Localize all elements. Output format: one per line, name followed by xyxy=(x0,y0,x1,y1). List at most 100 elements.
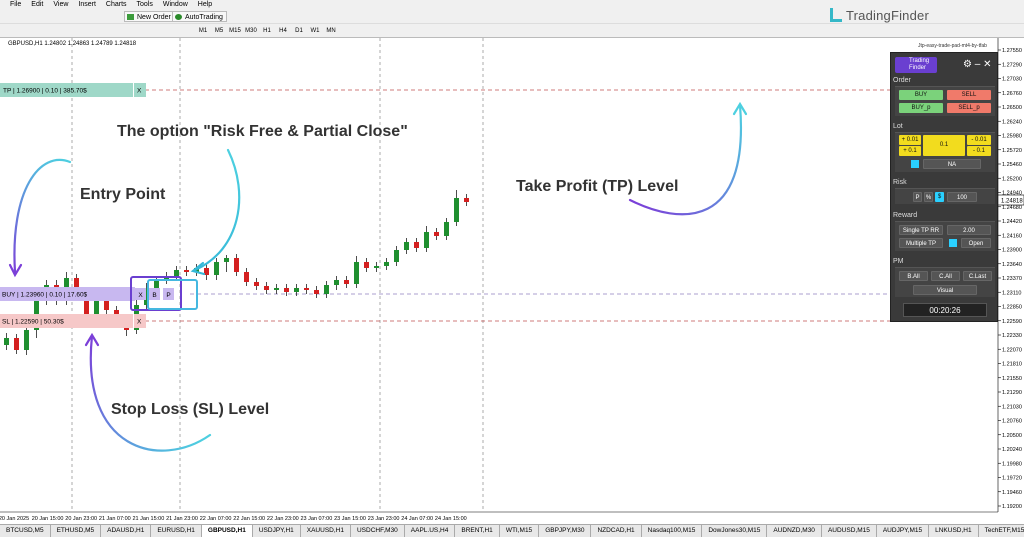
price-label: 1.21030 xyxy=(1002,404,1022,410)
chart-tab[interactable]: TechETF,M15 xyxy=(979,525,1024,537)
checkbox[interactable] xyxy=(911,160,919,168)
menu-item[interactable]: Tools xyxy=(136,1,153,8)
chart-tab[interactable]: WTI,M15 xyxy=(500,525,540,537)
rr-value[interactable]: 2.00 xyxy=(947,225,991,235)
pm-section: B.All C.All C.Last Visual xyxy=(895,267,995,297)
open-button[interactable]: Open xyxy=(961,238,991,248)
box-button-bg[interactable] xyxy=(135,288,146,300)
chart-tab[interactable]: BRENT,H1 xyxy=(455,525,500,537)
chart-tab[interactable]: AUDUSD,M15 xyxy=(822,525,877,537)
risk-value[interactable]: 100 xyxy=(947,192,977,202)
annotation: Entry Point xyxy=(80,186,166,203)
box-button[interactable]: X xyxy=(138,292,143,299)
price-label: 1.23900 xyxy=(1002,248,1022,254)
chart-area xyxy=(0,38,998,512)
menu-item[interactable]: Window xyxy=(162,1,188,8)
chart-tab[interactable]: XAUUSD,H1 xyxy=(301,525,351,537)
chart-tab[interactable]: DowJones30,M15 xyxy=(702,525,768,537)
lot-minus[interactable]: - 0.1 xyxy=(967,146,991,156)
box-button[interactable]: B xyxy=(152,292,156,299)
sell-button[interactable]: SELL xyxy=(947,90,991,100)
buy-button[interactable]: BUY xyxy=(899,90,943,100)
tp-label: TP | 1.26900 | 0.10 | 385.70$ xyxy=(3,88,87,95)
menu-item[interactable]: Insert xyxy=(78,1,96,8)
chart-tab[interactable]: USDCHF,M30 xyxy=(351,525,405,537)
chart-tab[interactable]: ADAUSD,H1 xyxy=(101,525,152,537)
pm-button[interactable]: C.Last xyxy=(963,271,992,281)
timeframe-button[interactable]: D1 xyxy=(295,28,303,34)
menu-item[interactable]: File xyxy=(10,1,22,8)
chart-tab[interactable]: ETHUSD,M5 xyxy=(51,525,102,537)
timeframe-button[interactable]: M1 xyxy=(198,28,208,34)
timeframe-button[interactable]: M30 xyxy=(245,28,257,34)
menu-item[interactable]: Charts xyxy=(105,1,127,8)
time-label: 22 Jan 23:00 xyxy=(267,516,299,522)
annotation: Take Profit (TP) Level xyxy=(516,178,678,195)
tp-close[interactable]: X xyxy=(137,88,142,95)
chart-tab[interactable]: BTCUSD,M5 xyxy=(0,525,51,537)
lot-minus[interactable]: - 0.01 xyxy=(967,135,991,145)
menu-item[interactable]: Help xyxy=(197,1,213,8)
timeframe-button[interactable]: H4 xyxy=(279,28,287,34)
single-tp[interactable]: Single TP RR xyxy=(899,225,943,235)
box-button[interactable]: P xyxy=(166,292,170,299)
price-label: 1.25720 xyxy=(1002,148,1022,154)
chart-tab[interactable]: AAPL.US,H4 xyxy=(405,525,456,537)
annotation: The option "Risk Free & Partial Close" xyxy=(117,123,408,140)
current-price-box xyxy=(997,194,1024,206)
timeframe-button[interactable]: MN xyxy=(326,28,336,34)
chart-tab[interactable]: GBPJPY,M30 xyxy=(539,525,592,537)
checkbox[interactable] xyxy=(949,239,957,247)
chart-tab[interactable]: AUDNZD,M30 xyxy=(767,525,822,537)
menu-item[interactable]: Edit xyxy=(31,1,44,8)
pm-button[interactable]: C.All xyxy=(931,271,960,281)
chart-tab[interactable]: Nasdaq100,M15 xyxy=(642,525,703,537)
price-label: 1.26500 xyxy=(1002,105,1022,111)
timeframe-button[interactable]: M5 xyxy=(214,28,224,34)
time-label: 23 Jan 15:00 xyxy=(334,516,366,522)
chart-tab[interactable]: USDJPY,H1 xyxy=(253,525,301,537)
multiple-tp[interactable]: Multiple TP xyxy=(899,238,943,248)
risk-mode[interactable]: $ xyxy=(935,192,944,202)
pm-button[interactable]: B.All xyxy=(899,271,928,281)
lot-plus[interactable]: + 0.1 xyxy=(899,146,921,156)
box-button-bg[interactable] xyxy=(163,288,174,300)
price-label: 1.25980 xyxy=(1002,134,1022,140)
logo-text: TradingFinder xyxy=(845,8,929,23)
menu-item[interactable]: View xyxy=(53,1,69,8)
sl-label: SL | 1.22590 | 50.30$ xyxy=(2,319,64,326)
box-button-bg[interactable] xyxy=(149,288,160,300)
current-price: 1.24818 xyxy=(1001,199,1023,205)
panel-controls[interactable]: ⚙ – ✕ xyxy=(963,59,992,70)
chart-tab[interactable]: EURUSD,H1 xyxy=(151,525,202,537)
autotrading-button[interactable]: AutoTrading xyxy=(172,11,227,22)
buy-p-button[interactable]: BUY_p xyxy=(899,103,943,113)
lot-value[interactable]: 0.1 xyxy=(923,135,965,156)
sell-p-button[interactable]: SELL_p xyxy=(947,103,991,113)
chart-tab[interactable]: NZDCAD,H1 xyxy=(591,525,642,537)
visual-button[interactable]: Visual xyxy=(913,285,977,295)
chart-tab[interactable]: AUDJPY,M15 xyxy=(877,525,930,537)
time-label: 24 Jan 15:00 xyxy=(435,516,467,522)
risk-mode[interactable]: P xyxy=(913,192,922,202)
price-label: 1.22070 xyxy=(1002,347,1022,353)
risk-mode[interactable]: % xyxy=(924,192,933,202)
timeframe-button[interactable]: H1 xyxy=(263,28,271,34)
price-label: 1.22330 xyxy=(1002,333,1022,339)
na-field[interactable]: NA xyxy=(923,159,981,169)
sl-close[interactable]: X xyxy=(137,319,142,326)
lot-plus[interactable]: + 0.01 xyxy=(899,135,921,145)
panel-logo: Trading Finder xyxy=(895,57,937,73)
time-label: 21 Jan 15:00 xyxy=(132,516,164,522)
price-label: 1.26240 xyxy=(1002,119,1022,125)
logo-line: Finder xyxy=(909,65,927,71)
chart-tab[interactable]: LNKUSD,H1 xyxy=(929,525,979,537)
price-label: 1.25200 xyxy=(1002,176,1022,182)
sl-close-bg[interactable] xyxy=(134,314,146,328)
price-label: 1.21290 xyxy=(1002,390,1022,396)
timeframe-button[interactable]: M15 xyxy=(229,28,241,34)
timeframe-button[interactable]: W1 xyxy=(310,28,320,34)
tp-close-bg[interactable] xyxy=(134,83,146,97)
chart-tab[interactable]: GBPUSD,H1 xyxy=(201,525,253,537)
